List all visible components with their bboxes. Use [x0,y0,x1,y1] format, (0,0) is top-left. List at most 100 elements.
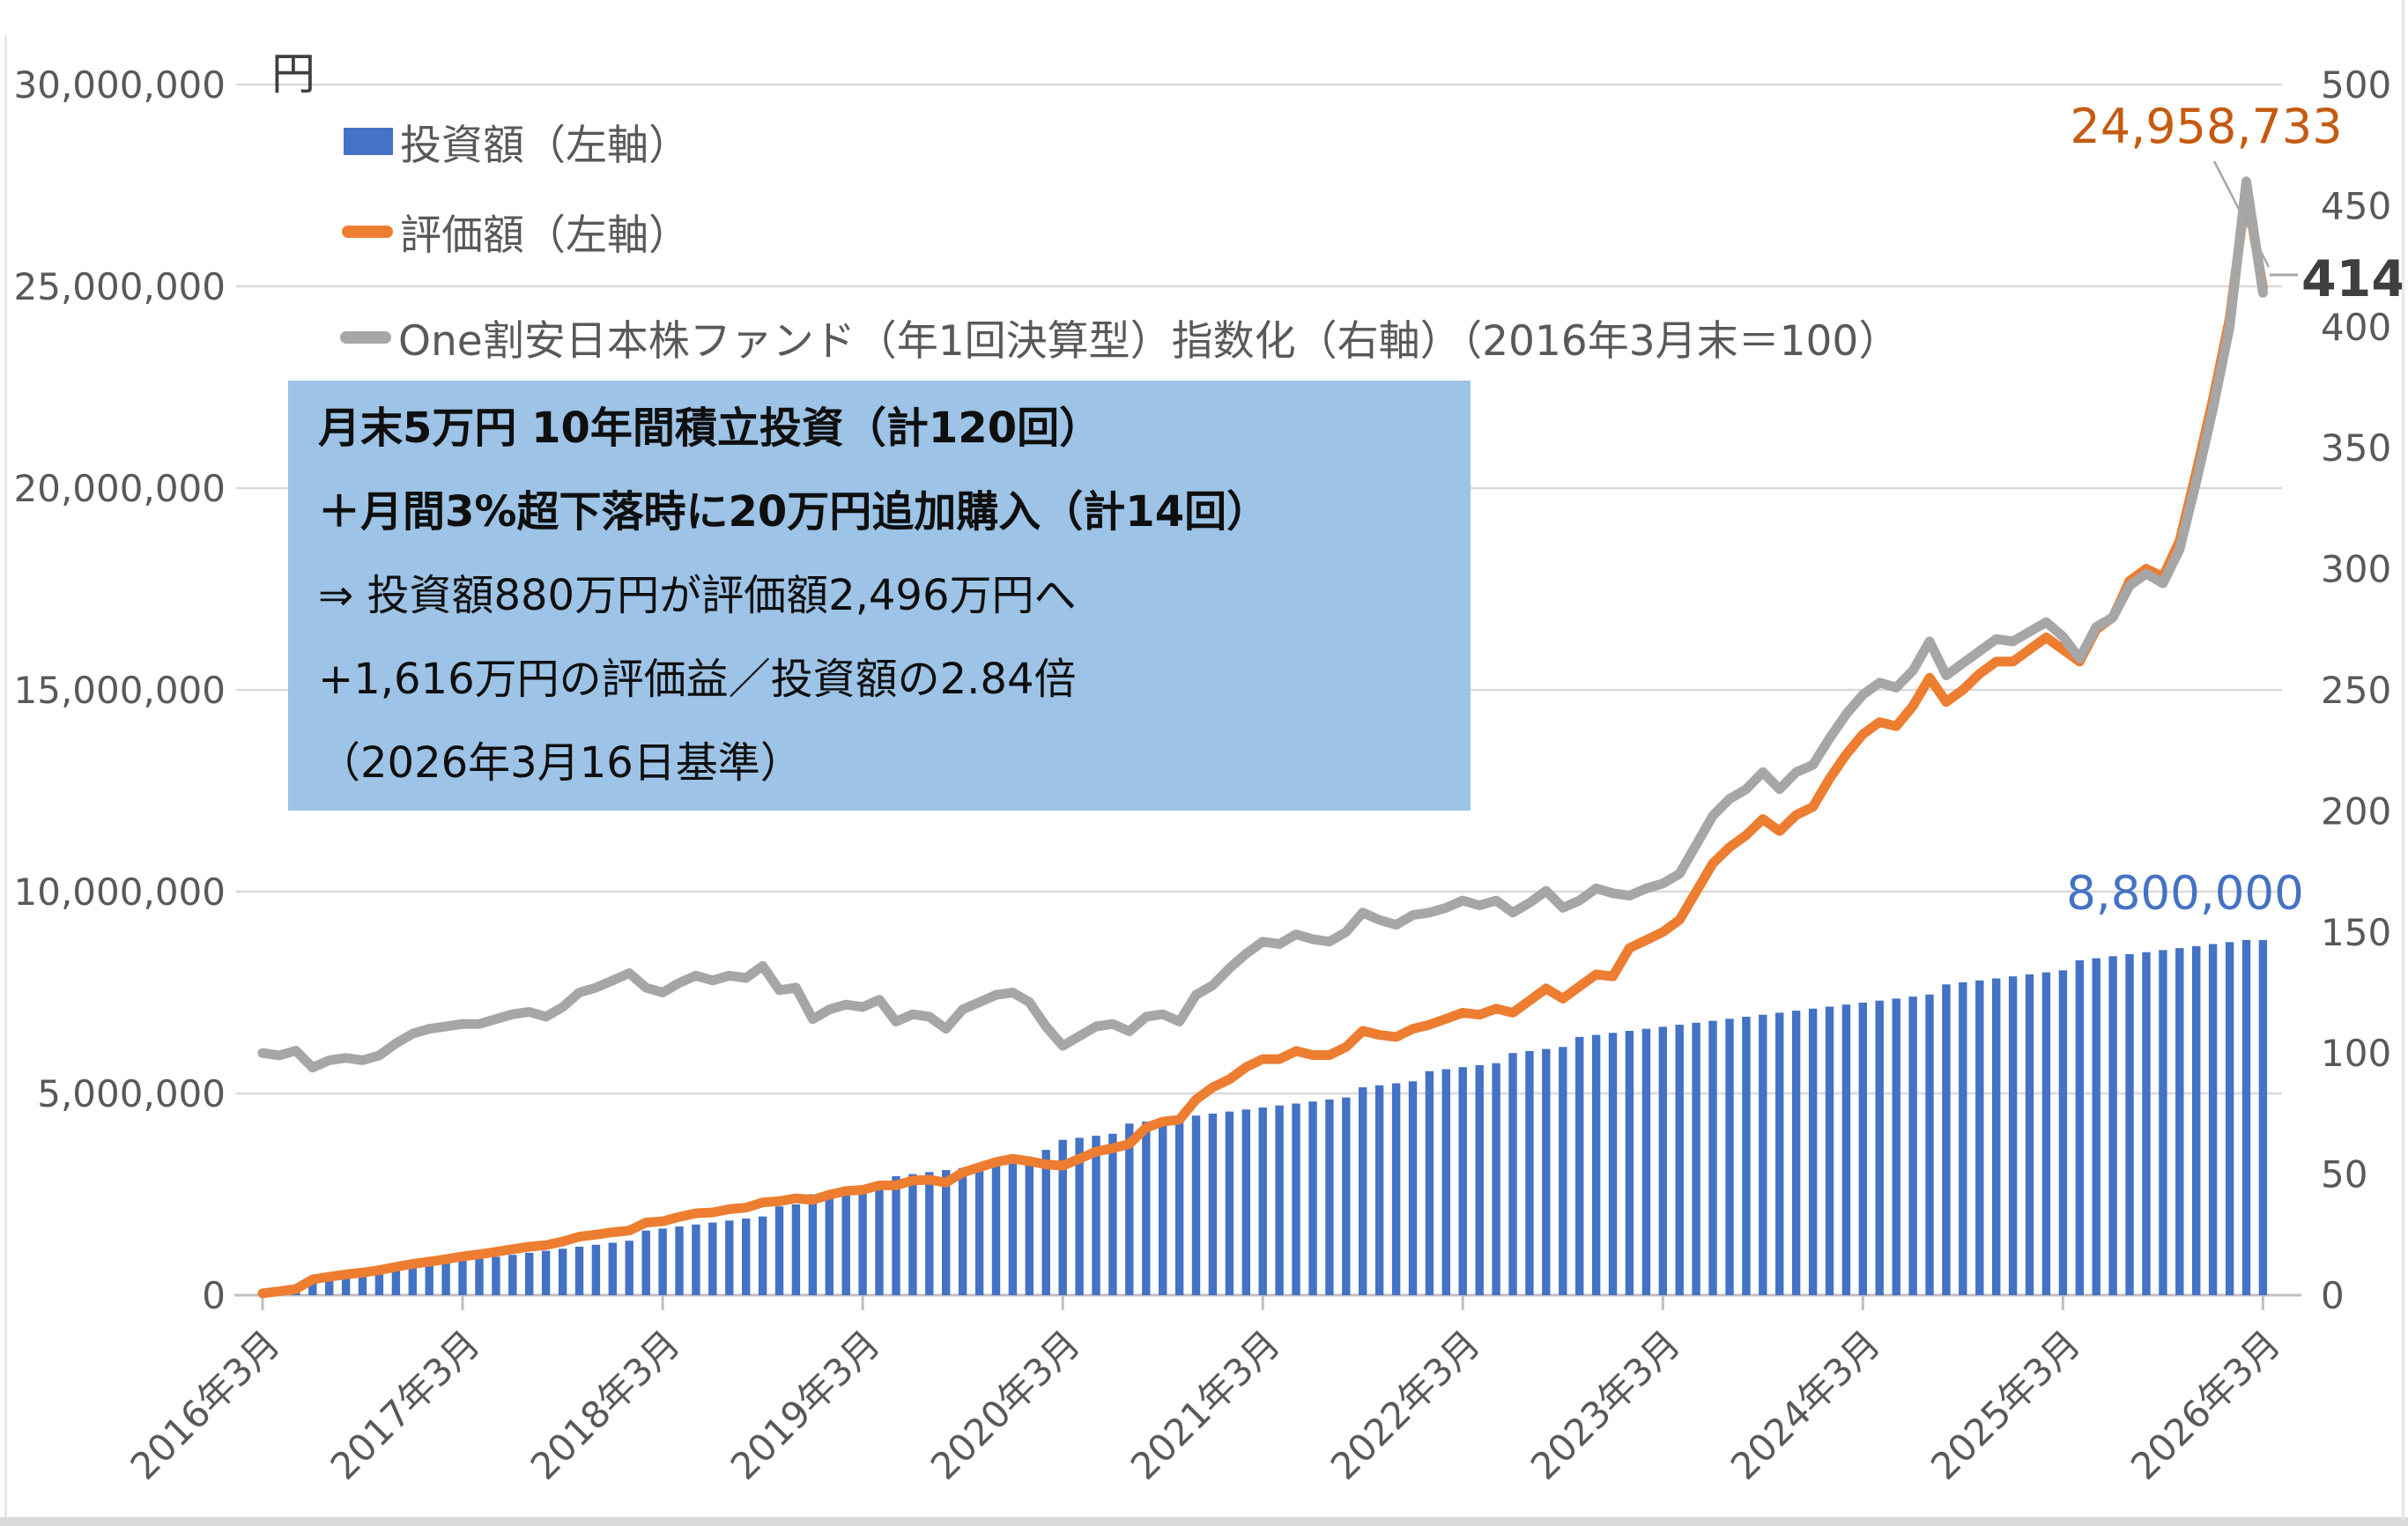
investment-bar [1692,1022,1700,1295]
investment-bar [374,1270,384,1295]
investment-bar [1759,1014,1767,1295]
investment-bar [1125,1123,1134,1295]
investment-bar [525,1252,534,1295]
investment-bar [475,1258,484,1295]
investment-bar [1258,1107,1267,1295]
left-axis-tick-label: 20,000,000 [14,467,226,510]
investment-bar [974,1166,984,1295]
annotation-line-3: ⇒ 投資額880万円が評価額2,496万円へ [318,571,1077,620]
valuation-final-data-label: 24,958,733 [2070,99,2343,154]
right-axis-tick-label: 50 [2321,1153,2367,1196]
investment-bar [2108,956,2117,1295]
investment-bar [1275,1105,1284,1295]
investment-final-data-label: 8,800,000 [2066,867,2304,921]
investment-bar [908,1174,917,1295]
investment-bar [958,1167,967,1295]
investment-bar [2175,948,2184,1295]
investment-bar [391,1269,401,1295]
investment-bar [1159,1119,1167,1295]
investment-bar [1075,1137,1084,1295]
investment-bar [1492,1063,1500,1295]
x-axis-tick-label: 2020年3月 [922,1322,1089,1488]
investment-bar [1092,1136,1100,1295]
legend-label-investment: 投資額（左軸） [400,122,690,170]
valuation-swatch-icon [342,225,393,238]
investment-bar [1625,1031,1634,1295]
investment-bar [2041,972,2051,1295]
investment-bar [925,1172,934,1295]
investment-bar [1475,1064,1484,1295]
investment-bar [2142,952,2151,1295]
investment-bar [1575,1036,1584,1295]
investment-bar [2125,954,2134,1295]
investment-bar [825,1192,834,1295]
investment-bar [441,1263,450,1295]
investment-bar [1742,1017,1751,1295]
right-axis-tick-label: 150 [2321,911,2391,954]
annotation-line-4: +1,616万円の評価益／投資額の2.84倍 [318,655,1077,704]
investment-bar [2025,974,2034,1295]
investment-bar [574,1247,584,1295]
index-swatch-icon [340,330,391,344]
investment-bar [1174,1117,1184,1295]
x-axis-tick-label: 2022年3月 [1323,1322,1489,1488]
investment-swatch-icon [344,128,393,155]
investment-bar [1708,1020,1717,1295]
x-axis-tick-label: 2021年3月 [1122,1322,1289,1488]
investment-bar [1374,1085,1384,1295]
investment-bar [1508,1053,1517,1295]
investment-bar [1959,982,1967,1295]
investment-bar [675,1226,684,1295]
valuation-label-leader-line [2212,160,2271,268]
investment-bar [1408,1081,1418,1295]
investment-bar [608,1242,617,1295]
investment-bar [808,1194,818,1295]
legend-item-index: One割安日本株ファンド（年1回決算型）指数化（右軸）（2016年3月末＝100… [340,307,1900,367]
investment-bar [658,1228,667,1295]
investment-bar [308,1278,317,1295]
legend-label-index: One割安日本株ファンド（年1回決算型）指数化（右軸）（2016年3月末＝100… [398,317,1900,366]
x-axis-tick-label: 2016年3月 [122,1322,289,1488]
annotation-line-5: （2026年3月16日基準） [318,738,803,788]
investment-bar [2258,940,2268,1295]
x-axis-tick-label: 2024年3月 [1723,1322,1889,1488]
investment-bar [1025,1159,1034,1295]
left-axis-tick-label: 30,000,000 [14,63,226,107]
investment-bar [841,1189,850,1295]
investment-bar [1875,1000,1884,1295]
legend-item-investment: 投資額（左軸） [344,111,690,172]
investment-bar [758,1216,767,1295]
investment-bar [2159,950,2167,1295]
investment-bar [1208,1113,1218,1295]
left-axis-tick-label: 25,000,000 [14,265,226,308]
investment-bar [1425,1070,1434,1295]
investment-bar [325,1277,334,1295]
window-right-edge [2402,0,2404,1521]
investment-bar [1825,1006,1834,1295]
investment-bar [341,1275,351,1295]
investment-bar [641,1230,650,1295]
investment-bar [1559,1047,1567,1295]
investment-bar [942,1170,951,1295]
investment-bar [1808,1008,1818,1295]
investment-bar [2075,959,2084,1295]
investment-bar [1992,978,2001,1295]
investment-bar [1858,1003,1867,1295]
investment-bar [1675,1025,1684,1295]
investment-bar [1108,1133,1117,1295]
left-axis-tick-label: 5,000,000 [37,1072,226,1115]
right-axis-tick-label: 300 [2321,548,2391,591]
investment-bar [1441,1069,1450,1295]
investment-bar [791,1204,801,1295]
x-axis-tick-label: 2019年3月 [722,1322,889,1488]
investment-bar [1191,1115,1201,1295]
right-axis-tick-label: 450 [2321,184,2391,227]
x-axis-tick-label: 2025年3月 [1923,1322,2089,1488]
investment-bar [1892,998,1900,1295]
investment-bar [2008,976,2018,1295]
investment-bar [2208,944,2218,1295]
investment-bar [558,1248,567,1295]
investment-bar [1458,1067,1467,1295]
